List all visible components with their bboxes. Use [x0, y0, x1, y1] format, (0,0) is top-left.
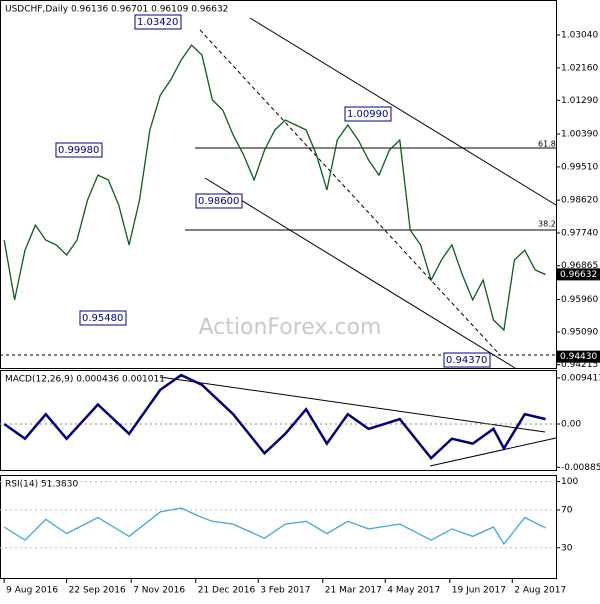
x-tick-label: 7 Nov 2016 — [133, 586, 185, 596]
trendline — [199, 29, 501, 356]
y-tick-label: 0.00 — [561, 420, 581, 430]
y-tick-label: 0.99510 — [561, 162, 598, 172]
x-tick-label: 9 Aug 2016 — [6, 586, 58, 596]
annotation: 1.00990 — [347, 109, 388, 120]
annotation-box — [79, 310, 127, 326]
panel-title: MACD(12,26,9) 0.000436 0.001011 — [5, 375, 165, 385]
y-tick-label: 1.02160 — [561, 63, 598, 73]
x-tick-label: 4 May 2017 — [387, 586, 440, 596]
annotation: 0.98600 — [198, 196, 239, 207]
y-tick-label: -0.008852 — [561, 463, 600, 473]
panel-title: RSI(14) 51.3830 — [5, 480, 78, 490]
series-line — [3, 507, 546, 546]
watermark: ActionForex.com — [199, 315, 382, 340]
y-tick-label: 0.98620 — [561, 196, 598, 206]
annotation: 0.99980 — [58, 145, 99, 156]
macd-panel — [0, 370, 557, 471]
x-tick-label: 3 Feb 2017 — [260, 586, 310, 596]
macd-trendline — [159, 376, 546, 433]
y-tick-label: 0.95960 — [561, 295, 598, 305]
annotation: 0.95480 — [82, 313, 123, 324]
x-tick-label: 21 Dec 2016 — [198, 586, 256, 596]
y-tick-label: 0.009411 — [561, 374, 600, 384]
y-tick-label: 100 — [561, 477, 578, 487]
y-tick-label: 0.96865 — [561, 261, 598, 271]
y-tick-label: 1.03040 — [561, 31, 598, 41]
annotation: 61.8 — [538, 140, 556, 149]
x-tick-label: 19 Jun 2017 — [452, 586, 506, 596]
price-label: 0.94430 — [560, 352, 597, 362]
price-panel — [0, 0, 557, 369]
trendline — [204, 177, 516, 369]
annotation: 1.03420 — [137, 17, 178, 28]
price-label-box — [557, 350, 600, 363]
y-tick-label: 1.00390 — [561, 129, 598, 139]
annotation: 38.2 — [538, 220, 556, 229]
annotation: 0.94370 — [446, 355, 487, 366]
price-label: 0.96632 — [560, 270, 597, 280]
y-tick-label: 30 — [561, 543, 573, 553]
series-line — [3, 44, 546, 332]
y-tick-label: 0.97740 — [561, 228, 598, 238]
annotation-box — [55, 142, 103, 158]
rsi-panel — [0, 475, 557, 579]
annotation-box — [344, 106, 392, 122]
annotation-box — [195, 193, 243, 209]
annotation-box — [443, 352, 491, 368]
y-tick-label: 0.94215 — [561, 360, 598, 370]
series-line — [3, 373, 546, 461]
annotation-box — [134, 14, 182, 30]
macd-trendline — [429, 437, 557, 467]
x-tick-label: 21 Mar 2017 — [325, 586, 382, 596]
price-label-box — [557, 268, 600, 281]
x-tick-label: 2 Aug 2017 — [514, 586, 566, 596]
panel-title: USDCHF,Daily 0.96136 0.96701 0.96109 0.9… — [5, 5, 228, 15]
x-tick-label: 22 Sep 2016 — [69, 586, 126, 596]
y-tick-label: 70 — [561, 505, 573, 515]
drawings — [0, 17, 557, 467]
y-tick-label: 0.95090 — [561, 327, 598, 337]
trendline — [249, 17, 557, 206]
y-tick-label: 1.01290 — [561, 96, 598, 106]
